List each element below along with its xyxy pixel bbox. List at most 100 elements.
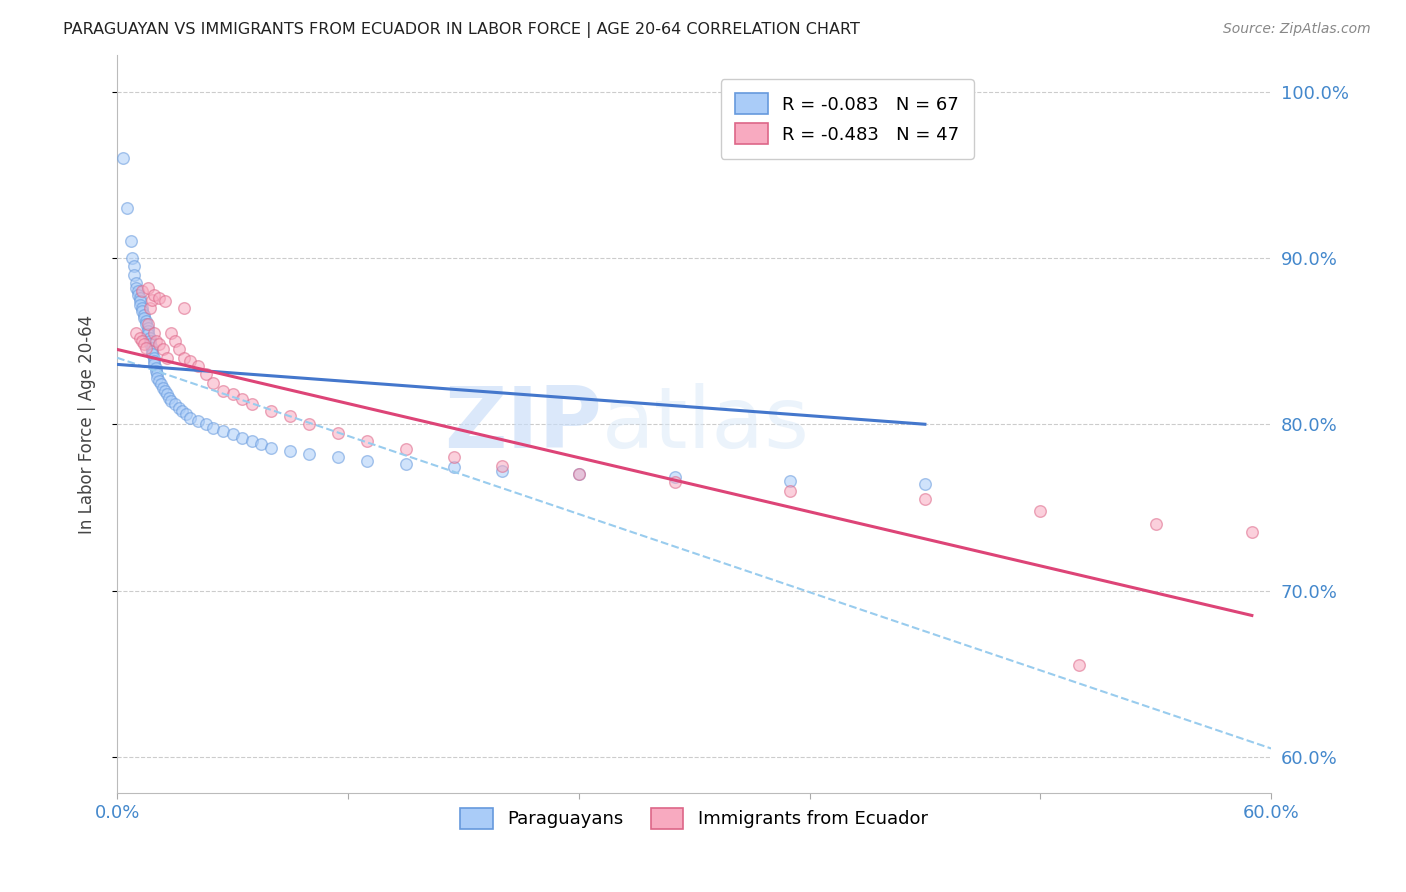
Point bbox=[115, 201, 138, 215]
Point bbox=[394, 457, 416, 471]
Point bbox=[139, 331, 162, 345]
Point bbox=[278, 443, 301, 458]
Point bbox=[167, 343, 190, 357]
Point bbox=[146, 370, 169, 384]
Point bbox=[139, 301, 162, 315]
Point bbox=[131, 284, 153, 298]
Point bbox=[298, 447, 321, 461]
Point bbox=[135, 314, 157, 328]
Point bbox=[176, 407, 198, 421]
Point bbox=[1067, 658, 1090, 673]
Point bbox=[135, 318, 157, 332]
Point bbox=[129, 291, 152, 305]
Point bbox=[111, 151, 134, 165]
Point bbox=[160, 326, 183, 340]
Text: ZIP: ZIP bbox=[444, 383, 602, 466]
Point bbox=[173, 351, 195, 365]
Point bbox=[491, 464, 513, 478]
Point bbox=[172, 404, 194, 418]
Point bbox=[129, 331, 152, 345]
Point bbox=[131, 301, 153, 315]
Point bbox=[328, 425, 350, 440]
Point bbox=[231, 392, 253, 407]
Point bbox=[153, 384, 176, 398]
Point bbox=[124, 260, 146, 274]
Point bbox=[152, 381, 174, 395]
Point bbox=[145, 334, 167, 348]
Point bbox=[148, 291, 170, 305]
Point bbox=[160, 394, 183, 409]
Point bbox=[157, 391, 180, 405]
Point bbox=[142, 358, 165, 372]
Point bbox=[152, 343, 174, 357]
Point bbox=[146, 368, 169, 382]
Y-axis label: In Labor Force | Age 20-64: In Labor Force | Age 20-64 bbox=[79, 315, 96, 533]
Point bbox=[568, 467, 591, 482]
Point bbox=[443, 460, 465, 475]
Point bbox=[163, 334, 186, 348]
Point bbox=[141, 341, 163, 355]
Point bbox=[240, 397, 263, 411]
Point bbox=[139, 334, 162, 348]
Point bbox=[136, 327, 159, 342]
Legend: Paraguayans, Immigrants from Ecuador: Paraguayans, Immigrants from Ecuador bbox=[453, 801, 935, 836]
Point bbox=[194, 368, 217, 382]
Point bbox=[145, 364, 167, 378]
Point bbox=[141, 293, 163, 307]
Point bbox=[141, 344, 163, 359]
Point bbox=[202, 420, 225, 434]
Point bbox=[135, 341, 157, 355]
Point bbox=[779, 483, 801, 498]
Point bbox=[124, 268, 146, 282]
Text: Source: ZipAtlas.com: Source: ZipAtlas.com bbox=[1223, 22, 1371, 37]
Point bbox=[179, 354, 201, 368]
Point bbox=[131, 304, 153, 318]
Point bbox=[136, 324, 159, 338]
Point bbox=[1240, 525, 1263, 540]
Point bbox=[132, 337, 155, 351]
Point bbox=[202, 376, 225, 390]
Point bbox=[156, 351, 179, 365]
Point bbox=[125, 276, 148, 290]
Point bbox=[153, 294, 176, 309]
Point bbox=[356, 454, 378, 468]
Point bbox=[120, 235, 142, 249]
Point bbox=[156, 387, 179, 401]
Text: atlas: atlas bbox=[602, 383, 810, 466]
Point bbox=[148, 374, 170, 388]
Point bbox=[139, 337, 162, 351]
Point bbox=[163, 397, 186, 411]
Point bbox=[150, 377, 173, 392]
Point bbox=[127, 287, 149, 301]
Point bbox=[142, 287, 165, 301]
Point bbox=[664, 475, 686, 490]
Point bbox=[129, 297, 152, 311]
Point bbox=[212, 384, 235, 398]
Point bbox=[568, 467, 591, 482]
Point bbox=[278, 409, 301, 423]
Point bbox=[914, 491, 936, 506]
Point bbox=[129, 294, 152, 309]
Point bbox=[298, 417, 321, 432]
Point bbox=[356, 434, 378, 448]
Point bbox=[250, 437, 273, 451]
Point bbox=[1144, 516, 1167, 531]
Point bbox=[394, 442, 416, 457]
Point bbox=[142, 354, 165, 368]
Point bbox=[779, 474, 801, 488]
Point bbox=[142, 351, 165, 365]
Point bbox=[148, 337, 170, 351]
Point bbox=[260, 404, 283, 418]
Point bbox=[136, 318, 159, 332]
Point bbox=[231, 431, 253, 445]
Point bbox=[132, 308, 155, 322]
Point bbox=[145, 360, 167, 375]
Point bbox=[167, 401, 190, 415]
Text: PARAGUAYAN VS IMMIGRANTS FROM ECUADOR IN LABOR FORCE | AGE 20-64 CORRELATION CHA: PARAGUAYAN VS IMMIGRANTS FROM ECUADOR IN… bbox=[63, 22, 860, 38]
Point bbox=[221, 427, 243, 442]
Point bbox=[179, 410, 201, 425]
Point bbox=[131, 334, 153, 348]
Point bbox=[187, 359, 209, 373]
Point bbox=[221, 387, 243, 401]
Point bbox=[328, 450, 350, 465]
